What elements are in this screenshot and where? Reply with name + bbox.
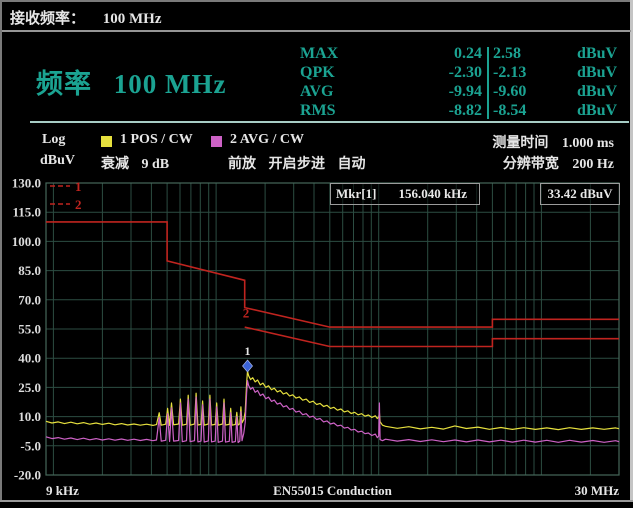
header-separator	[30, 121, 629, 123]
trace2-color-swatch	[211, 136, 222, 147]
preamp-label: 前放	[228, 157, 256, 172]
detector-value2: -2.13	[493, 64, 527, 81]
bezel-right	[630, 0, 633, 502]
rbw-label: 分辨带宽	[502, 157, 559, 172]
limit-legend-label: 1	[75, 179, 82, 194]
trace1-legend[interactable]: 1 POS / CW	[120, 132, 193, 147]
y-tick-label: 10.0	[18, 409, 41, 424]
marker-readout-box: Mkr[1] 156.040 kHz	[330, 183, 480, 205]
amplitude-scale[interactable]: Log	[42, 132, 66, 147]
detector-value2: 2.58	[493, 45, 521, 62]
limit-legend-label: 2	[75, 197, 82, 212]
detector-unit: dBuV	[577, 45, 618, 62]
y-tick-label: 55.0	[18, 322, 41, 337]
detector-unit: dBuV	[577, 102, 618, 119]
y-tick-label: 115.0	[12, 205, 41, 220]
topbar-separator	[2, 30, 631, 32]
detector-value1: -2.30	[448, 64, 482, 81]
detector-name: MAX	[300, 45, 339, 62]
detector-unit: dBuV	[577, 64, 618, 81]
trace2-legend[interactable]: 2 AVG / CW	[230, 132, 305, 147]
y-tick-label: 130.0	[12, 176, 41, 191]
receive-frequency-bar: 接收频率： 100 MHz	[10, 7, 162, 28]
detector-name: QPK	[300, 64, 335, 81]
attenuation-label: 衰减	[101, 157, 129, 172]
y-tick-label: 25.0	[18, 380, 41, 395]
tuned-frequency-value: 100 MHz	[113, 69, 227, 99]
y-tick-label: -20.0	[14, 468, 41, 483]
limit-line-2-label: 2	[243, 305, 250, 320]
marker-number-label: 1	[245, 344, 251, 358]
y-tick-label: 70.0	[18, 292, 41, 307]
amplitude-unit[interactable]: dBuV	[40, 153, 76, 168]
measurement-time-label: 测量时间	[492, 136, 549, 151]
marker-diamond[interactable]	[242, 359, 253, 373]
y-axis-labels: 130.0 115.0 100.0 85.0 70.0 55.0 40.0 25.0 10.0 -…	[12, 176, 41, 483]
tuned-frequency: 频率 100 MHz	[36, 62, 226, 101]
detector-name: RMS	[300, 102, 336, 119]
rbw-value: 200 Hz	[572, 157, 614, 172]
step-setting[interactable]: 步进 自动	[297, 153, 366, 173]
detector-unit: dBuV	[577, 83, 618, 100]
bezel-left	[0, 0, 2, 502]
detector-value2: -9.60	[493, 83, 527, 100]
detector-value1: -9.94	[448, 83, 482, 100]
x-axis-start-label: 9 kHz	[46, 483, 79, 498]
y-tick-label: 40.0	[18, 351, 41, 366]
detector-value1: -8.82	[448, 102, 482, 119]
marker-name: Mkr[1]	[336, 186, 377, 201]
trace-2	[45, 380, 620, 444]
y-tick-label: -5.0	[20, 438, 41, 453]
receive-frequency-label: 接收频率：	[10, 11, 86, 27]
step-label: 步进	[297, 157, 325, 172]
limit-line-2	[244, 326, 619, 348]
chart-grid	[46, 182, 620, 476]
limit-line-1	[46, 221, 619, 328]
trace-1	[45, 370, 620, 431]
attenuation-setting[interactable]: 衰减 9 dB	[101, 153, 169, 173]
attenuation-value: 9 dB	[141, 157, 170, 172]
marker-level: 33.42 dBuV	[547, 186, 613, 201]
marker-level-box: 33.42 dBuV	[540, 183, 620, 205]
x-axis-title: EN55015 Conduction	[273, 483, 392, 498]
tuned-frequency-label: 频率	[36, 69, 92, 99]
rbw-setting[interactable]: 分辨带宽 200 Hz	[503, 153, 614, 173]
marker-frequency: 156.040 kHz	[398, 186, 468, 201]
y-tick-label: 85.0	[18, 263, 41, 278]
measurement-time-value: 1.000 ms	[561, 136, 614, 151]
bezel-bottom	[0, 500, 633, 502]
preamp-value: 开启	[268, 157, 297, 172]
detector-value1: 0.24	[454, 45, 482, 62]
measurement-time[interactable]: 测量时间 1.000 ms	[492, 132, 614, 152]
detector-value2: -8.54	[493, 102, 527, 119]
y-tick-label: 100.0	[12, 234, 41, 249]
x-axis-end-label: 30 MHz	[574, 483, 619, 498]
preamp-setting[interactable]: 前放 开启	[228, 153, 297, 173]
trace1-color-swatch	[101, 136, 112, 147]
receive-frequency-value: 100 MHz	[102, 11, 162, 27]
detector-name: AVG	[300, 83, 334, 100]
step-value: 自动	[337, 157, 366, 172]
bezel-top	[0, 0, 633, 2]
detector-column-divider	[487, 47, 489, 119]
